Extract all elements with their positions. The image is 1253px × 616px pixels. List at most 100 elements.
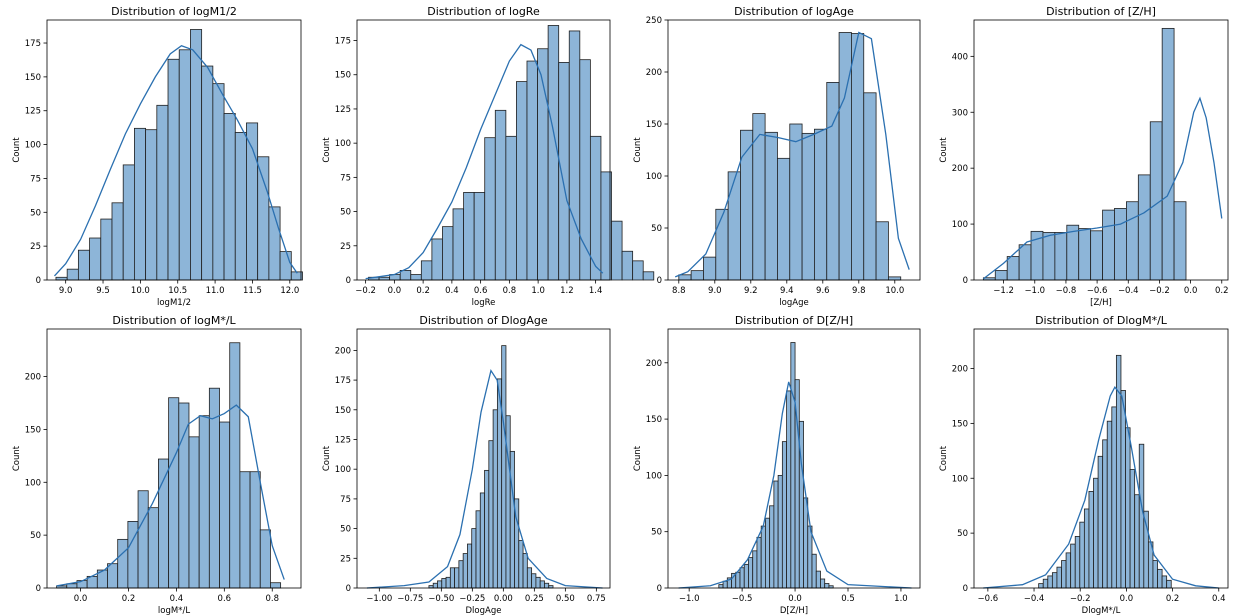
histogram-bar bbox=[1042, 232, 1056, 281]
y-axis-label: Count bbox=[12, 137, 22, 163]
histogram-bar bbox=[492, 409, 498, 589]
axes-frame bbox=[356, 328, 611, 589]
histogram-bar bbox=[449, 567, 456, 589]
x-tick-label: 0.0 bbox=[388, 286, 402, 296]
x-tick-label: 9.0 bbox=[708, 286, 722, 296]
chart-title: Distribution of logRe bbox=[427, 5, 540, 18]
y-tick-label: 75 bbox=[340, 495, 351, 505]
x-tick-label: 0.25 bbox=[525, 594, 544, 604]
y-tick-label: 100 bbox=[25, 141, 41, 151]
histogram-bar bbox=[1125, 427, 1131, 589]
x-tick-label: −0.6 bbox=[1087, 286, 1108, 296]
histogram-bar bbox=[484, 469, 490, 589]
histogram-bar bbox=[516, 81, 528, 281]
y-tick-label: 150 bbox=[646, 415, 662, 425]
histogram-bar bbox=[526, 567, 533, 589]
x-tick-label: 8.8 bbox=[672, 286, 686, 296]
y-tick-label: 75 bbox=[340, 173, 351, 183]
chart-title: Distribution of logM1/2 bbox=[111, 5, 237, 18]
histogram-bar bbox=[473, 192, 486, 281]
histogram-bar bbox=[190, 29, 203, 281]
x-tick-label: 0.6 bbox=[218, 594, 232, 604]
histogram-bar bbox=[55, 276, 68, 281]
histogram-bar bbox=[432, 582, 438, 589]
histogram-bar bbox=[1051, 572, 1058, 589]
kde-curve bbox=[678, 381, 912, 589]
histogram-bar bbox=[994, 270, 1008, 281]
y-tick-label: 150 bbox=[952, 419, 968, 429]
histogram-bar bbox=[505, 135, 517, 281]
y-tick-label: 50 bbox=[30, 208, 41, 218]
chart-panel-2: −0.2 0.0 0.2 0.4 0.6 0.8 1.0 1.2 1.4 0 25 50 75 100 12… bbox=[322, 5, 655, 308]
histogram-bar bbox=[621, 250, 634, 281]
x-tick-label: 0.5 bbox=[841, 594, 855, 604]
x-tick-label: 0.4 bbox=[170, 594, 184, 604]
histogram-bar bbox=[1070, 543, 1076, 589]
x-tick-label: 0.75 bbox=[587, 594, 606, 604]
x-tick-label: 0.2 bbox=[1166, 594, 1180, 604]
x-tick-label: 10.0 bbox=[885, 286, 904, 296]
histogram-bar bbox=[441, 578, 447, 589]
x-tick-label: 9.5 bbox=[96, 286, 110, 296]
histogram-bar bbox=[1061, 560, 1067, 589]
histogram-bar bbox=[1079, 521, 1085, 589]
y-tick-label: 175 bbox=[335, 376, 351, 386]
histogram-bar bbox=[229, 342, 241, 589]
histogram-bar bbox=[467, 543, 473, 589]
x-tick-label: 0.2 bbox=[416, 286, 430, 296]
x-tick-label: 1.0 bbox=[531, 286, 545, 296]
histogram-bar bbox=[748, 557, 754, 589]
y-tick-label: 100 bbox=[646, 471, 662, 481]
y-tick-label: 150 bbox=[25, 425, 41, 435]
histogram-bar bbox=[1065, 552, 1072, 589]
y-tick-label: 50 bbox=[651, 224, 662, 234]
histogram-bar bbox=[279, 251, 292, 281]
y-tick-label: 150 bbox=[335, 406, 351, 416]
histogram-bar bbox=[760, 525, 766, 589]
y-tick-label: 200 bbox=[952, 164, 968, 174]
histogram-bar bbox=[234, 131, 247, 281]
histogram-bar bbox=[826, 82, 840, 281]
histogram-bar bbox=[1093, 477, 1099, 589]
y-tick-label: 0 bbox=[36, 276, 41, 286]
histogram-bar bbox=[735, 571, 741, 589]
histogram-bar bbox=[1114, 208, 1127, 281]
axes-frame bbox=[973, 19, 1229, 281]
histogram-bar bbox=[789, 123, 803, 281]
histogram-bar bbox=[722, 580, 728, 589]
x-tick-label: 0.50 bbox=[556, 594, 575, 604]
x-axis-label: logAge bbox=[779, 298, 808, 308]
histogram-bar bbox=[458, 560, 464, 589]
histogram-bar bbox=[127, 521, 139, 589]
chart-panel-7: −1.0 −0.5 0.0 0.5 1.0 0 50 100 150 200 Distributio… bbox=[633, 314, 921, 616]
axes-frame bbox=[973, 328, 1229, 589]
histogram-bar bbox=[1090, 230, 1103, 281]
x-axis-label: DlogAge bbox=[466, 606, 502, 616]
histogram-bar bbox=[1134, 494, 1140, 589]
y-tick-label: 50 bbox=[340, 525, 351, 535]
y-tick-label: 25 bbox=[30, 242, 41, 252]
histogram-bar bbox=[1047, 575, 1053, 589]
x-tick-label: 1.0 bbox=[894, 594, 908, 604]
y-tick-label: 400 bbox=[952, 52, 968, 62]
x-tick-label: −0.5 bbox=[732, 594, 753, 604]
histogram-bar bbox=[642, 271, 655, 281]
histogram-bar bbox=[1106, 420, 1113, 589]
y-tick-label: 50 bbox=[30, 531, 41, 541]
x-axis-label: [Z/H] bbox=[1090, 298, 1112, 308]
histogram-bar bbox=[168, 397, 180, 589]
y-tick-label: 0 bbox=[963, 276, 968, 286]
x-tick-label: 0.4 bbox=[445, 286, 459, 296]
x-tick-label: −1.0 bbox=[1024, 286, 1045, 296]
y-tick-label: 250 bbox=[646, 16, 662, 26]
axes-frame bbox=[356, 19, 611, 281]
histogram-bar bbox=[690, 270, 704, 281]
histogram-bar bbox=[888, 276, 902, 281]
histogram-bar bbox=[522, 553, 528, 589]
y-tick-label: 100 bbox=[335, 139, 351, 149]
kde-curve bbox=[674, 31, 910, 278]
chart-title: Distribution of logM*/L bbox=[112, 314, 236, 327]
y-tick-label: 0 bbox=[36, 584, 41, 594]
histogram-bar bbox=[198, 415, 210, 589]
